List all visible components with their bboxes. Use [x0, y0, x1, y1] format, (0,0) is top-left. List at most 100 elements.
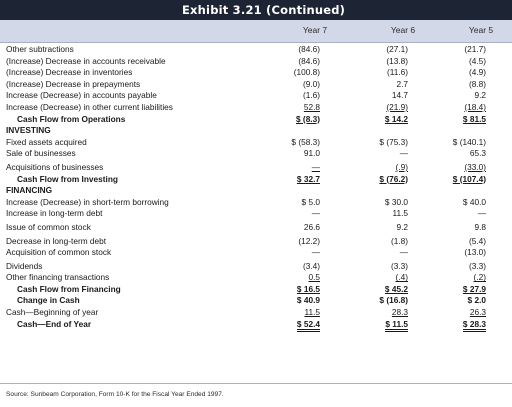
cell-year-6: (.4)	[395, 272, 408, 283]
row-label: Cash Flow from Financing	[17, 283, 121, 294]
cell-year-6: $ 11.5	[385, 318, 408, 332]
section-heading: FINANCING	[6, 185, 53, 196]
cell-year-5: 9.8	[474, 221, 486, 232]
cell-year-7: $ (8.3)	[296, 113, 320, 124]
cell-year-5: $ 27.9	[462, 283, 486, 294]
cell-year-6: 11.5	[392, 208, 408, 219]
row-label: Acquisitions of businesses	[6, 161, 104, 172]
cell-year-5: 65.3	[469, 148, 486, 159]
cell-year-5: (5.4)	[468, 235, 486, 246]
cell-year-5: $ 28.3	[462, 318, 486, 332]
cell-year-7: (12.2)	[298, 235, 320, 246]
table-row: Decrease in long-term debt (12.2) (1.8) …	[0, 236, 512, 248]
cell-year-5: (4.9)	[468, 67, 486, 78]
row-label: Increase (Decrease) in short-term borrow…	[6, 196, 169, 207]
cell-year-6: —	[399, 247, 408, 258]
table-row: Acquisitions of businesses — (.9) (33.0)	[0, 162, 512, 174]
column-header-year-7: Year 7	[302, 25, 328, 35]
row-label: Cash Flow from Operations	[17, 113, 126, 124]
table-row: Acquisition of common stock — — (13.0)	[0, 247, 512, 259]
row-label: Issue of common stock	[6, 221, 91, 232]
table-row: Other subtractions (84.6) (27.1) (21.7)	[0, 44, 512, 56]
section-heading-investing: INVESTING	[0, 125, 512, 137]
cell-year-6: —	[399, 148, 408, 159]
cell-year-5: 26.3	[469, 307, 486, 318]
row-label: Other subtractions	[6, 44, 74, 54]
cell-year-6: $ (16.8)	[379, 295, 408, 306]
cell-year-5: (.2)	[473, 272, 486, 283]
cell-year-6: $ (75.3)	[379, 136, 408, 147]
table-row: Sale of businesses 91.0 — 65.3	[0, 148, 512, 160]
cell-year-7: 26.6	[303, 221, 320, 232]
section-heading-financing: FINANCING	[0, 185, 512, 197]
cell-year-5: (21.7)	[464, 44, 486, 54]
column-header-year-5: Year 5	[468, 25, 494, 35]
cell-year-6: (13.8)	[386, 55, 408, 66]
table-row: Fixed assets acquired $ (58.3) $ (75.3) …	[0, 137, 512, 149]
cell-year-7: 0.5	[308, 272, 320, 283]
cell-year-6: 28.3	[391, 307, 408, 318]
table-row: Increase in long-term debt — 11.5 —	[0, 208, 512, 220]
cell-year-5: $ (107.4)	[452, 173, 486, 184]
table-row: (Increase) Decrease in accounts receivab…	[0, 56, 512, 68]
cell-year-5: (8.8)	[468, 78, 486, 89]
cell-year-5: (18.4)	[464, 101, 486, 112]
cell-year-7: —	[311, 161, 320, 172]
exhibit-title: Exhibit 3.21 (Continued)	[182, 3, 346, 17]
row-label: Fixed assets acquired	[6, 136, 87, 147]
cell-year-5: —	[477, 208, 486, 219]
cell-year-6: $ (76.2)	[379, 173, 408, 184]
cell-year-7: 11.5	[304, 307, 320, 318]
cell-year-7: —	[311, 208, 320, 219]
cell-year-6: $ 14.2	[384, 113, 408, 124]
row-label: Cash—Beginning of year	[6, 307, 99, 318]
row-label: Cash—End of Year	[17, 318, 92, 329]
cell-year-5: $ 2.0	[467, 295, 486, 306]
row-label: Cash Flow from Investing	[17, 173, 118, 184]
row-label: Sale of businesses	[6, 148, 76, 159]
cell-year-7: (9.0)	[302, 78, 320, 89]
cell-year-5: (3.3)	[468, 260, 486, 271]
cell-year-5: (13.0)	[464, 247, 486, 258]
cell-year-7: (84.6)	[298, 55, 320, 66]
cell-year-7: (84.6)	[298, 44, 320, 54]
table-row-subtotal: Cash Flow from Investing $ 32.7 $ (76.2)…	[0, 174, 512, 186]
cell-year-7: $ 16.5	[296, 283, 320, 294]
cell-year-7: (3.4)	[302, 260, 320, 271]
cell-year-6: (.9)	[395, 161, 408, 172]
column-header-row: Year 7 Year 6 Year 5	[0, 20, 512, 43]
cell-year-5: 9.2	[474, 90, 486, 101]
table-row: Increase (Decrease) in other current lia…	[0, 102, 512, 114]
cell-year-6: (1.8)	[390, 235, 408, 246]
table-row: Dividends (3.4) (3.3) (3.3)	[0, 261, 512, 273]
source-text: Source: Sunbeam Corporation, Form 10-K f…	[6, 391, 224, 398]
row-label: Increase (Decrease) in other current lia…	[6, 101, 173, 112]
table-body: Other subtractions (84.6) (27.1) (21.7) …	[0, 44, 512, 332]
cell-year-6: 9.2	[396, 221, 408, 232]
cell-year-6: (27.1)	[386, 44, 408, 54]
cell-year-6: $ 45.2	[384, 283, 408, 294]
cell-year-6: (21.9)	[386, 101, 408, 112]
cell-year-5: (33.0)	[464, 161, 486, 172]
row-label: (Increase) Decrease in accounts receivab…	[6, 55, 166, 66]
cell-year-5: $ 40.0	[462, 196, 486, 207]
row-label: Other financing transactions	[6, 272, 110, 283]
row-label: Acquisition of common stock	[6, 247, 112, 258]
exhibit-title-bar: Exhibit 3.21 (Continued)	[0, 0, 512, 20]
table-row: (Increase) Decrease in prepayments (9.0)…	[0, 79, 512, 91]
cell-year-7: 52.8	[303, 101, 320, 112]
table-row: Cash—Beginning of year 11.5 28.3 26.3	[0, 307, 512, 319]
cell-year-7: —	[311, 247, 320, 258]
row-label: (Increase) Decrease in prepayments	[6, 78, 141, 89]
table-row-subtotal: Cash Flow from Operations $ (8.3) $ 14.2…	[0, 114, 512, 126]
cell-year-6: 14.7	[391, 90, 408, 101]
cell-year-7: $ 40.9	[296, 295, 320, 306]
cell-year-7: (100.8)	[293, 67, 320, 78]
cell-year-7: (1.6)	[302, 90, 320, 101]
cell-year-5: (4.5)	[468, 55, 486, 66]
source-note: Source: Sunbeam Corporation, Form 10-K f…	[0, 383, 512, 407]
table-row: Increase (Decrease) in short-term borrow…	[0, 197, 512, 209]
column-header-year-6: Year 6	[390, 25, 416, 35]
cell-year-6: (3.3)	[390, 260, 408, 271]
cell-year-6: $ 30.0	[384, 196, 408, 207]
